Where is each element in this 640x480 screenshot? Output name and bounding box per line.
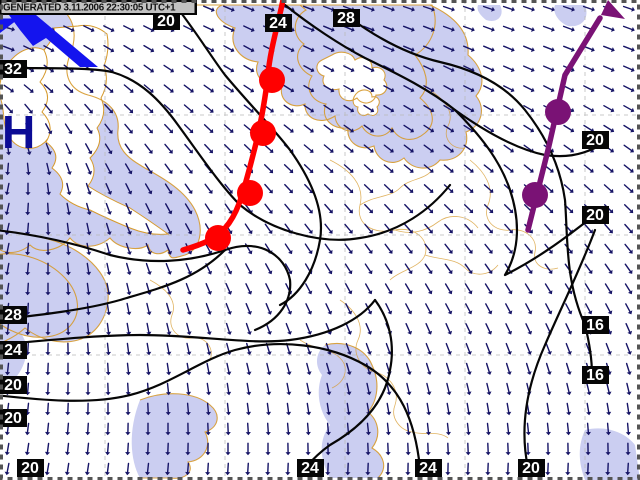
svg-text:32: 32 [4, 61, 22, 78]
svg-text:H: H [2, 106, 35, 158]
svg-text:24: 24 [301, 460, 319, 477]
svg-text:24: 24 [4, 342, 22, 359]
svg-text:16: 16 [586, 317, 604, 334]
svg-text:20: 20 [157, 13, 175, 30]
svg-text:20: 20 [586, 207, 604, 224]
svg-text:28: 28 [337, 10, 355, 27]
svg-text:20: 20 [522, 460, 540, 477]
svg-text:28: 28 [4, 307, 22, 324]
svg-text:16: 16 [586, 367, 604, 384]
svg-text:24: 24 [419, 460, 437, 477]
svg-text:20: 20 [21, 460, 39, 477]
svg-text:20: 20 [4, 410, 22, 427]
svg-text:24: 24 [269, 15, 287, 32]
svg-text:20: 20 [586, 132, 604, 149]
svg-text:20: 20 [4, 377, 22, 394]
svg-text:GENERATED 3.11.2006 22:30:05 U: GENERATED 3.11.2006 22:30:05 UTC+1 [3, 3, 176, 14]
